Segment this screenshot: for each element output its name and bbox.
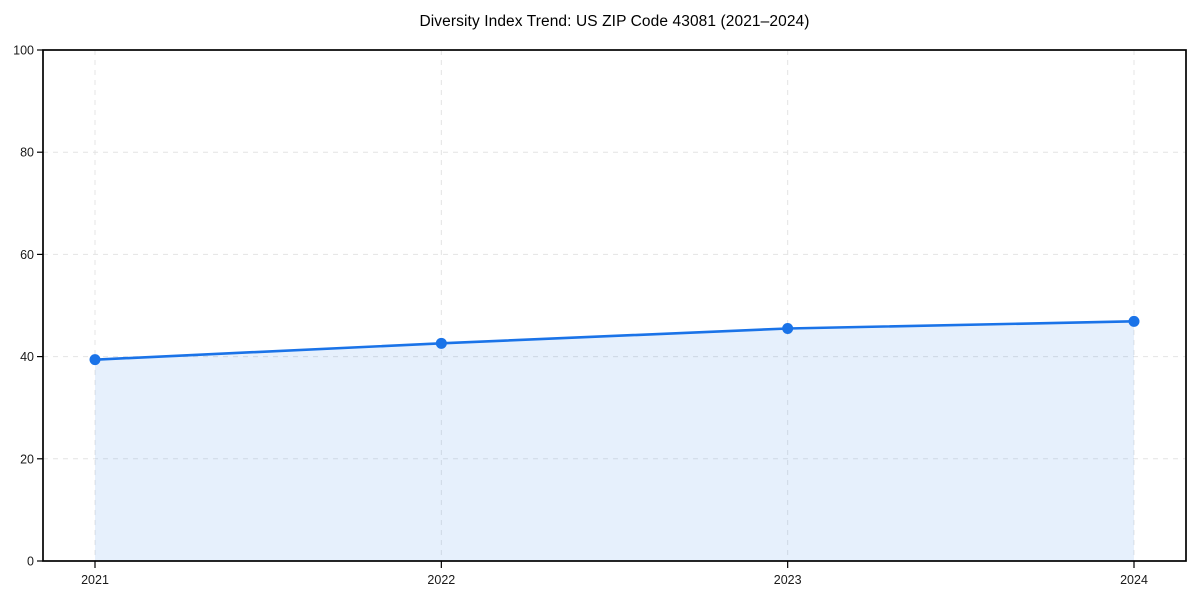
y-tick-label-100: 100: [13, 44, 34, 58]
area-fill: [95, 321, 1134, 561]
data-point-2022: [435, 337, 447, 349]
trend-line: [93, 320, 1136, 361]
data-point-2024: [1128, 315, 1140, 327]
y-tick-label-40: 40: [20, 350, 34, 364]
y-tick-label-60: 60: [20, 248, 34, 262]
x-tick-label-2022: 2022: [427, 573, 455, 587]
x-tick-label-2021: 2021: [81, 573, 109, 587]
y-tick-label-80: 80: [20, 146, 34, 160]
y-tick-label-0: 0: [27, 555, 34, 569]
x-tick-label-2023: 2023: [774, 573, 802, 587]
y-tick-label-20: 20: [20, 452, 34, 466]
data-point-2023: [782, 322, 794, 334]
chart-title: Diversity Index Trend: US ZIP Code 43081…: [419, 13, 810, 30]
data-point-2021: [89, 354, 101, 366]
plot-border: [42, 49, 1187, 562]
x-tick-label-2024: 2024: [1120, 573, 1148, 587]
